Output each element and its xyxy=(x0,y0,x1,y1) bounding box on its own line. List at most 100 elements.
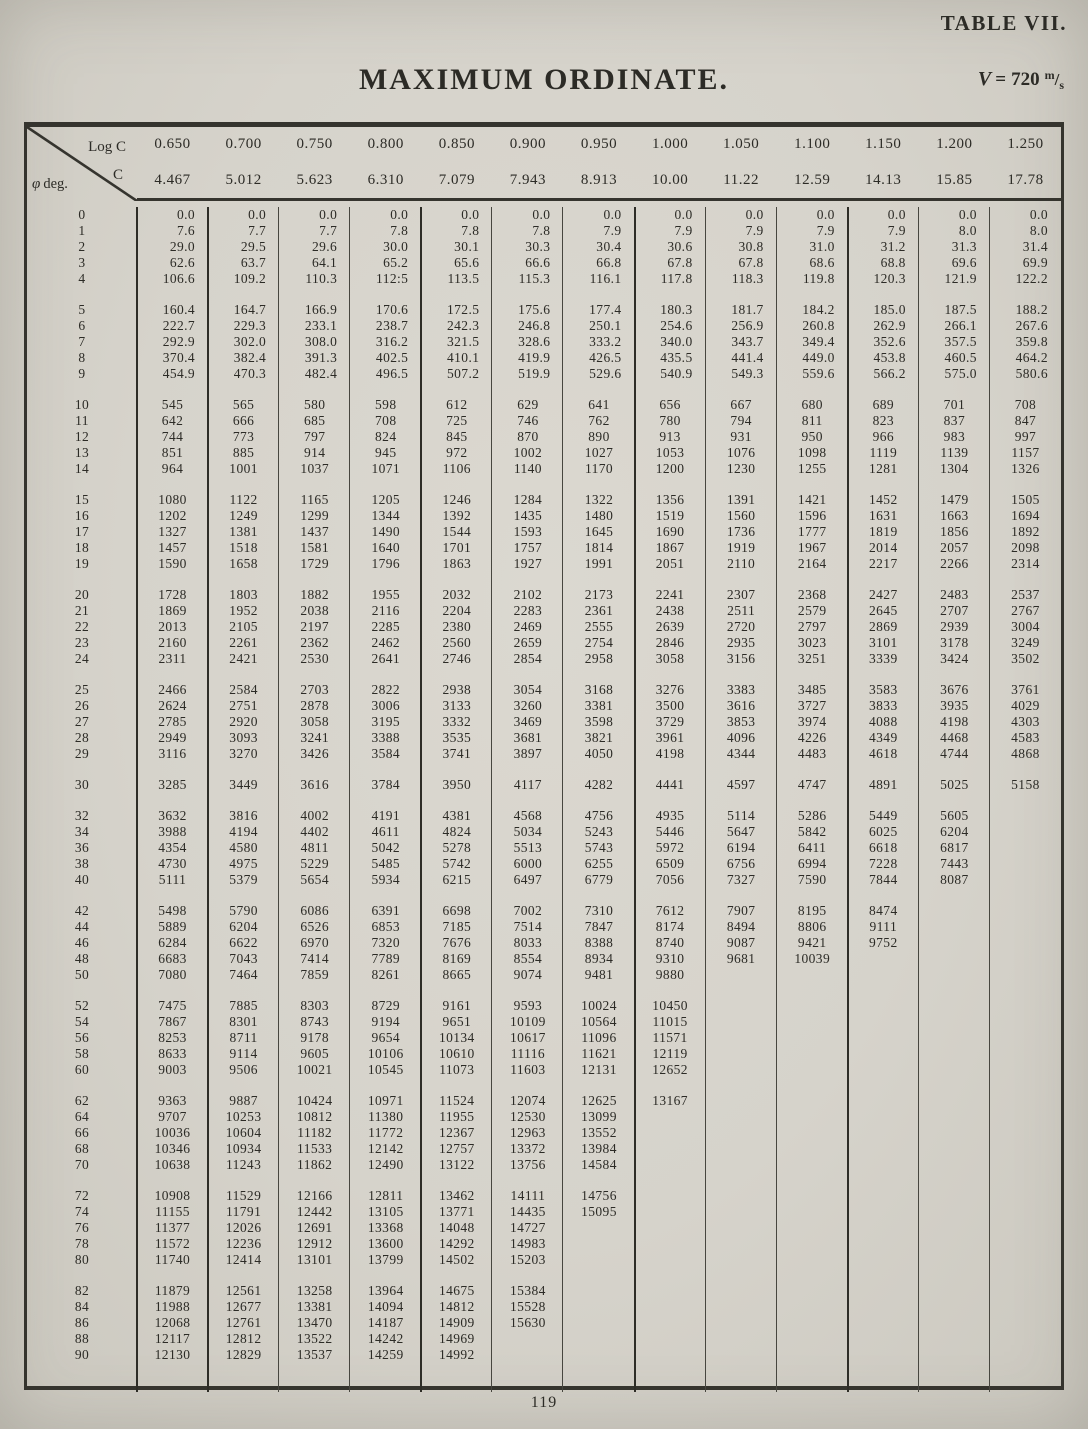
value-cell: 5605 xyxy=(940,808,969,823)
value-cell: 2938 xyxy=(442,682,472,697)
value-cell: 3388 xyxy=(371,730,401,745)
value-cell: 4597 xyxy=(726,777,756,792)
unit-denominator: s xyxy=(1059,78,1064,92)
value-cell xyxy=(492,1331,563,1347)
value-cell: 540.9 xyxy=(660,366,693,381)
value-cell xyxy=(706,1141,777,1157)
value-cell: 3270 xyxy=(229,746,258,761)
value-cell: 1690 xyxy=(655,524,685,539)
value-cell: 7443 xyxy=(940,856,969,871)
value-cell: 2767 xyxy=(1011,603,1040,618)
table-row: 56 8253 8711 9178 9654 10134 10617 11096 11571 xyxy=(27,1030,1061,1046)
table-row: 10 545 565 580 598 612 629 641 656 667 680 689 701 70… xyxy=(27,397,1061,413)
value-cell: 1076 xyxy=(726,445,756,460)
value-cell: 3249 xyxy=(1011,635,1040,650)
value-cell xyxy=(777,1014,848,1030)
value-cell: 9074 xyxy=(513,967,543,982)
value-cell: 11096 xyxy=(581,1030,617,1045)
value-cell: 1663 xyxy=(940,508,969,523)
value-cell xyxy=(990,1157,1061,1173)
value-cell: 181.7 xyxy=(731,302,764,317)
value-cell: 8261 xyxy=(371,967,401,982)
table-row: 6 222.7 229.3 233.1 238.7 242.3 246.8 250.1 254.… xyxy=(27,318,1061,334)
phi-cell: 36 xyxy=(74,840,90,855)
value-cell: 6204 xyxy=(940,824,969,839)
value-cell: 2160 xyxy=(158,635,187,650)
value-cell: 10450 xyxy=(652,998,688,1013)
phi-cell: 66 xyxy=(74,1125,90,1140)
value-cell: 701 xyxy=(943,397,966,412)
c-value: 6.310 xyxy=(367,171,404,188)
value-cell: 708 xyxy=(1014,397,1037,412)
value-cell: 8633 xyxy=(158,1046,187,1061)
value-cell: 4029 xyxy=(1011,698,1040,713)
value-cell: 5934 xyxy=(371,872,401,887)
value-cell: 7.7 xyxy=(319,223,338,238)
value-cell xyxy=(848,951,919,967)
value-cell: 8033 xyxy=(513,935,543,950)
value-cell: 3381 xyxy=(584,698,614,713)
value-cell: 11740 xyxy=(154,1252,191,1267)
value-cell: 3535 xyxy=(442,730,472,745)
value-cell: 3935 xyxy=(940,698,969,713)
value-cell xyxy=(919,1299,990,1315)
column-divider xyxy=(136,207,138,1392)
value-cell xyxy=(990,824,1061,840)
value-cell: 1356 xyxy=(655,492,685,507)
table-row: 22 2013 2105 2197 2285 2380 2469 2555 2639 2720 27… xyxy=(27,619,1061,635)
phi-deg-label: φ deg. xyxy=(32,176,68,193)
value-cell: 316.2 xyxy=(375,334,409,349)
phi-cell: 84 xyxy=(74,1299,90,1314)
value-cell: 913 xyxy=(659,429,681,444)
value-cell: 3178 xyxy=(940,635,969,650)
value-cell: 559.6 xyxy=(802,366,835,381)
value-cell: 7080 xyxy=(158,967,187,982)
value-cell: 12691 xyxy=(296,1220,333,1235)
value-cell: 3383 xyxy=(726,682,756,697)
value-cell: 4402 xyxy=(300,824,329,839)
value-cell xyxy=(777,1141,848,1157)
value-cell: 7885 xyxy=(229,998,258,1013)
value-cell: 13105 xyxy=(367,1204,404,1219)
value-cell: 10039 xyxy=(794,951,831,966)
table-row: 86 12068 12761 13470 14187 14909 15630 xyxy=(27,1315,1061,1331)
value-cell: 11529 xyxy=(225,1188,262,1203)
value-cell: 242.3 xyxy=(447,318,480,333)
table-row: 88 12117 12812 13522 14242 14969 xyxy=(27,1331,1061,1347)
value-cell: 3616 xyxy=(726,698,756,713)
value-cell xyxy=(706,1315,777,1331)
value-cell: 30.8 xyxy=(738,239,764,254)
value-cell xyxy=(848,1236,919,1252)
value-cell xyxy=(990,903,1061,919)
phi-cell: 38 xyxy=(74,856,90,871)
value-cell: 11533 xyxy=(297,1141,333,1156)
value-cell: 12677 xyxy=(225,1299,262,1314)
value-cell: 8494 xyxy=(726,919,756,934)
value-cell: 10106 xyxy=(367,1046,404,1061)
value-cell: 30.6 xyxy=(667,239,693,254)
value-cell: 1457 xyxy=(158,540,187,555)
value-cell xyxy=(919,1141,990,1157)
value-cell: 9605 xyxy=(300,1046,329,1061)
c-value: 7.943 xyxy=(509,171,547,188)
value-cell: 1593 xyxy=(513,524,543,539)
value-cell xyxy=(848,1331,919,1347)
value-cell: 11380 xyxy=(368,1109,404,1124)
value-cell xyxy=(990,856,1061,872)
value-cell xyxy=(563,1299,634,1315)
value-cell: 1479 xyxy=(940,492,969,507)
value-cell: 410.1 xyxy=(447,350,480,365)
value-cell xyxy=(848,1220,919,1236)
value-cell: 1892 xyxy=(1011,524,1040,539)
log-c-value: 0.650 xyxy=(154,136,191,153)
value-cell: 31.4 xyxy=(1022,239,1048,254)
value-cell xyxy=(848,1125,919,1141)
value-cell: 482.4 xyxy=(304,366,338,381)
value-cell xyxy=(777,1236,848,1252)
value-cell: 30.4 xyxy=(596,239,622,254)
value-cell: 8174 xyxy=(655,919,685,934)
value-cell: 1119 xyxy=(869,445,898,460)
value-cell: 4975 xyxy=(229,856,258,871)
value-cell xyxy=(919,1347,990,1363)
value-cell: 14983 xyxy=(510,1236,546,1251)
